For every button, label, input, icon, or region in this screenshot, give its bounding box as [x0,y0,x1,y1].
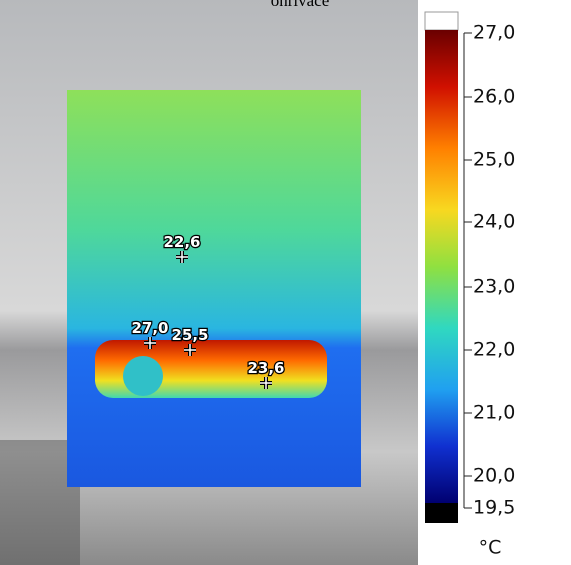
scale-tick-label: 27,0 [473,22,515,44]
photo-shadow [0,440,80,565]
scale-tick-label: 24,0 [473,211,515,233]
scale-tick-label: 20,0 [473,465,515,487]
measure-label: 23,6 [247,359,284,377]
scale-tick-label: 25,0 [473,149,515,171]
measure-cross [184,344,196,356]
scale-tick-label: 26,0 [473,86,515,108]
scale-over [424,11,459,31]
scale-tick-label: 22,0 [473,339,515,361]
measure-cross [144,337,156,349]
scale-under [425,503,458,523]
measure-label: 25,5 [171,326,208,344]
scale-unit: °C [479,537,502,559]
measure-label: 22,6 [163,233,200,251]
scale-tick-label: 19,5 [473,497,515,519]
hot-area-detail [123,356,163,396]
thermal-image [67,90,361,487]
measure-cross [176,251,188,263]
caption: ohrivace [271,0,330,10]
measure-label: 27,0 [131,319,168,337]
scale-tick-label: 21,0 [473,402,515,424]
color-scale [425,30,458,503]
scale-tick-label: 23,0 [473,276,515,298]
measure-cross [260,377,272,389]
